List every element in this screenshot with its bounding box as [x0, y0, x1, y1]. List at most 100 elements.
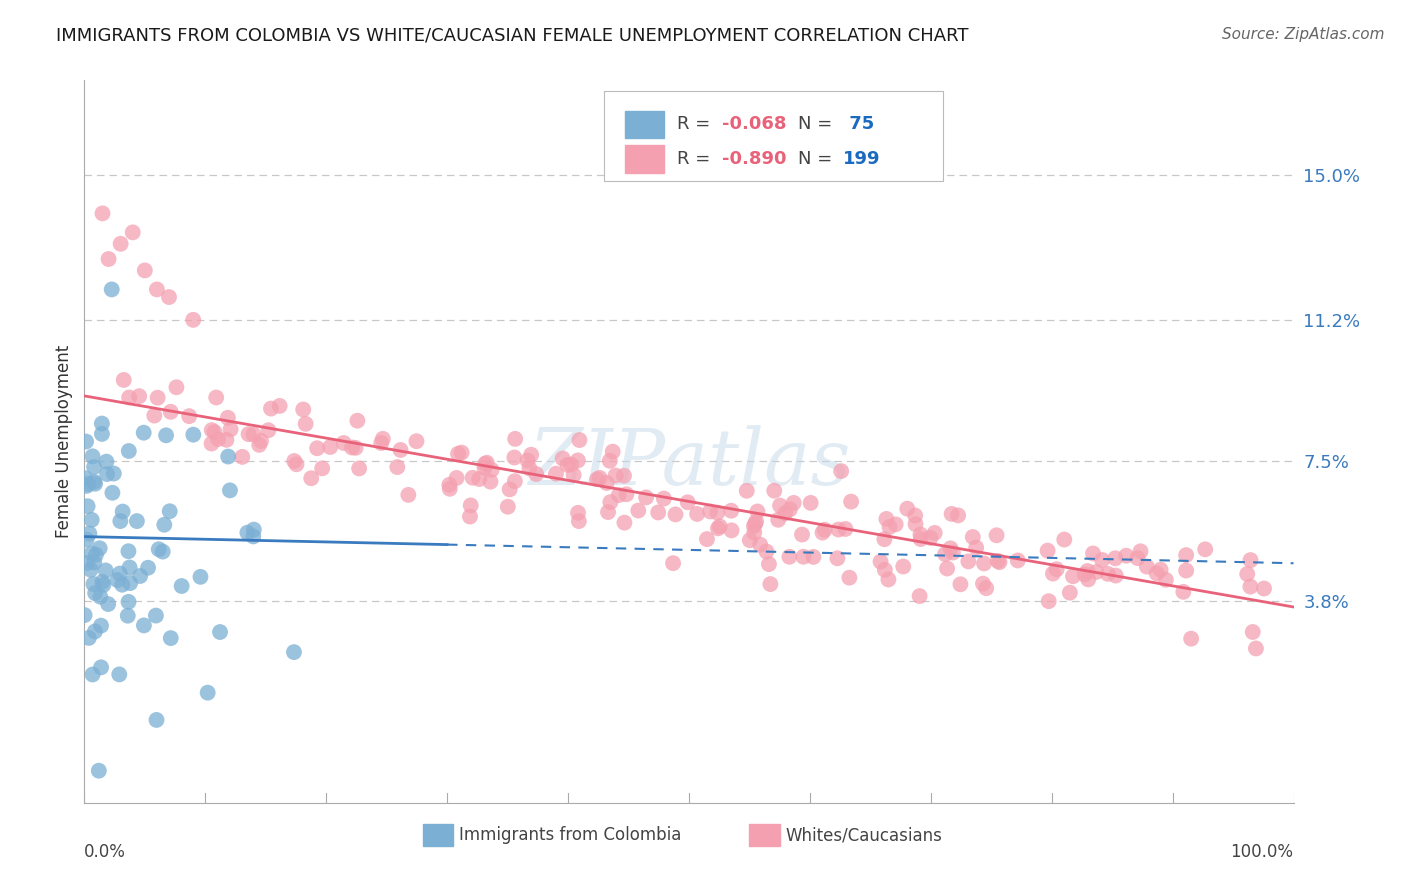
Point	[90, 660, 112, 674]
Text: 100.0%: 100.0%	[1230, 843, 1294, 861]
Point	[129, 569, 152, 583]
Point	[1241, 624, 1264, 639]
Point	[294, 417, 316, 431]
Point	[346, 414, 368, 428]
Point	[80, 513, 103, 527]
Point	[567, 506, 589, 520]
Point	[735, 483, 758, 498]
Point	[108, 667, 131, 681]
Point	[77, 631, 100, 645]
Point	[910, 532, 932, 546]
Point	[181, 313, 204, 327]
Point	[709, 519, 731, 533]
Bar	[624, 145, 664, 173]
Point	[503, 450, 526, 465]
Point	[439, 482, 461, 496]
Point	[1038, 594, 1060, 608]
Point	[82, 577, 104, 591]
Text: 75: 75	[842, 115, 873, 133]
Point	[170, 579, 193, 593]
Point	[299, 471, 322, 485]
Point	[1239, 553, 1261, 567]
Point	[1073, 567, 1095, 582]
Point	[924, 525, 946, 540]
Point	[283, 454, 305, 468]
Point	[80, 546, 103, 560]
Point	[157, 290, 180, 304]
Point	[458, 509, 481, 524]
Point	[89, 541, 111, 556]
Point	[562, 468, 585, 483]
Point	[128, 389, 150, 403]
Point	[120, 576, 142, 591]
Point	[647, 506, 669, 520]
Point	[720, 524, 742, 538]
Point	[744, 516, 766, 531]
Point	[145, 608, 167, 623]
Point	[636, 491, 658, 505]
Point	[814, 523, 837, 537]
Point	[347, 461, 370, 475]
Point	[91, 206, 114, 220]
Point	[1062, 569, 1084, 583]
Point	[742, 519, 765, 533]
Point	[474, 461, 496, 475]
Point	[949, 577, 972, 591]
Y-axis label: Female Unemployment: Female Unemployment	[55, 345, 73, 538]
Point	[242, 529, 264, 543]
Point	[118, 391, 141, 405]
Point	[125, 514, 148, 528]
Point	[827, 551, 849, 566]
Point	[75, 434, 97, 449]
Point	[498, 483, 520, 497]
Point	[231, 450, 253, 464]
Point	[159, 631, 181, 645]
Point	[90, 417, 112, 431]
Point	[152, 544, 174, 558]
Point	[941, 507, 963, 521]
Point	[134, 263, 156, 277]
Point	[332, 436, 354, 450]
Point	[973, 557, 995, 571]
Text: Source: ZipAtlas.com: Source: ZipAtlas.com	[1222, 27, 1385, 42]
Point	[136, 560, 159, 574]
Point	[389, 442, 412, 457]
Point	[181, 427, 204, 442]
Point	[1154, 573, 1177, 587]
Point	[83, 475, 105, 489]
Point	[110, 236, 132, 251]
Point	[460, 499, 482, 513]
Point	[283, 645, 305, 659]
Point	[1173, 584, 1195, 599]
Point	[664, 508, 686, 522]
Point	[778, 549, 800, 564]
Point	[720, 504, 742, 518]
Point	[759, 577, 782, 591]
Point	[1059, 585, 1081, 599]
Point	[238, 427, 260, 442]
Point	[1180, 632, 1202, 646]
Point	[307, 442, 329, 456]
Point	[516, 453, 538, 467]
Text: Immigrants from Colombia: Immigrants from Colombia	[460, 826, 682, 845]
Point	[568, 514, 591, 528]
Point	[90, 618, 112, 632]
Point	[749, 538, 772, 552]
Point	[461, 471, 484, 485]
Point	[652, 491, 675, 506]
Point	[503, 474, 526, 488]
Point	[155, 428, 177, 442]
Point	[292, 402, 315, 417]
Point	[97, 597, 120, 611]
Point	[1244, 641, 1267, 656]
Point	[90, 426, 112, 441]
Point	[891, 559, 914, 574]
Point	[607, 488, 630, 502]
Point	[405, 434, 427, 449]
Point	[520, 448, 543, 462]
Point	[803, 549, 825, 564]
Point	[217, 410, 239, 425]
Point	[269, 399, 291, 413]
Point	[560, 458, 582, 472]
Point	[779, 502, 801, 516]
